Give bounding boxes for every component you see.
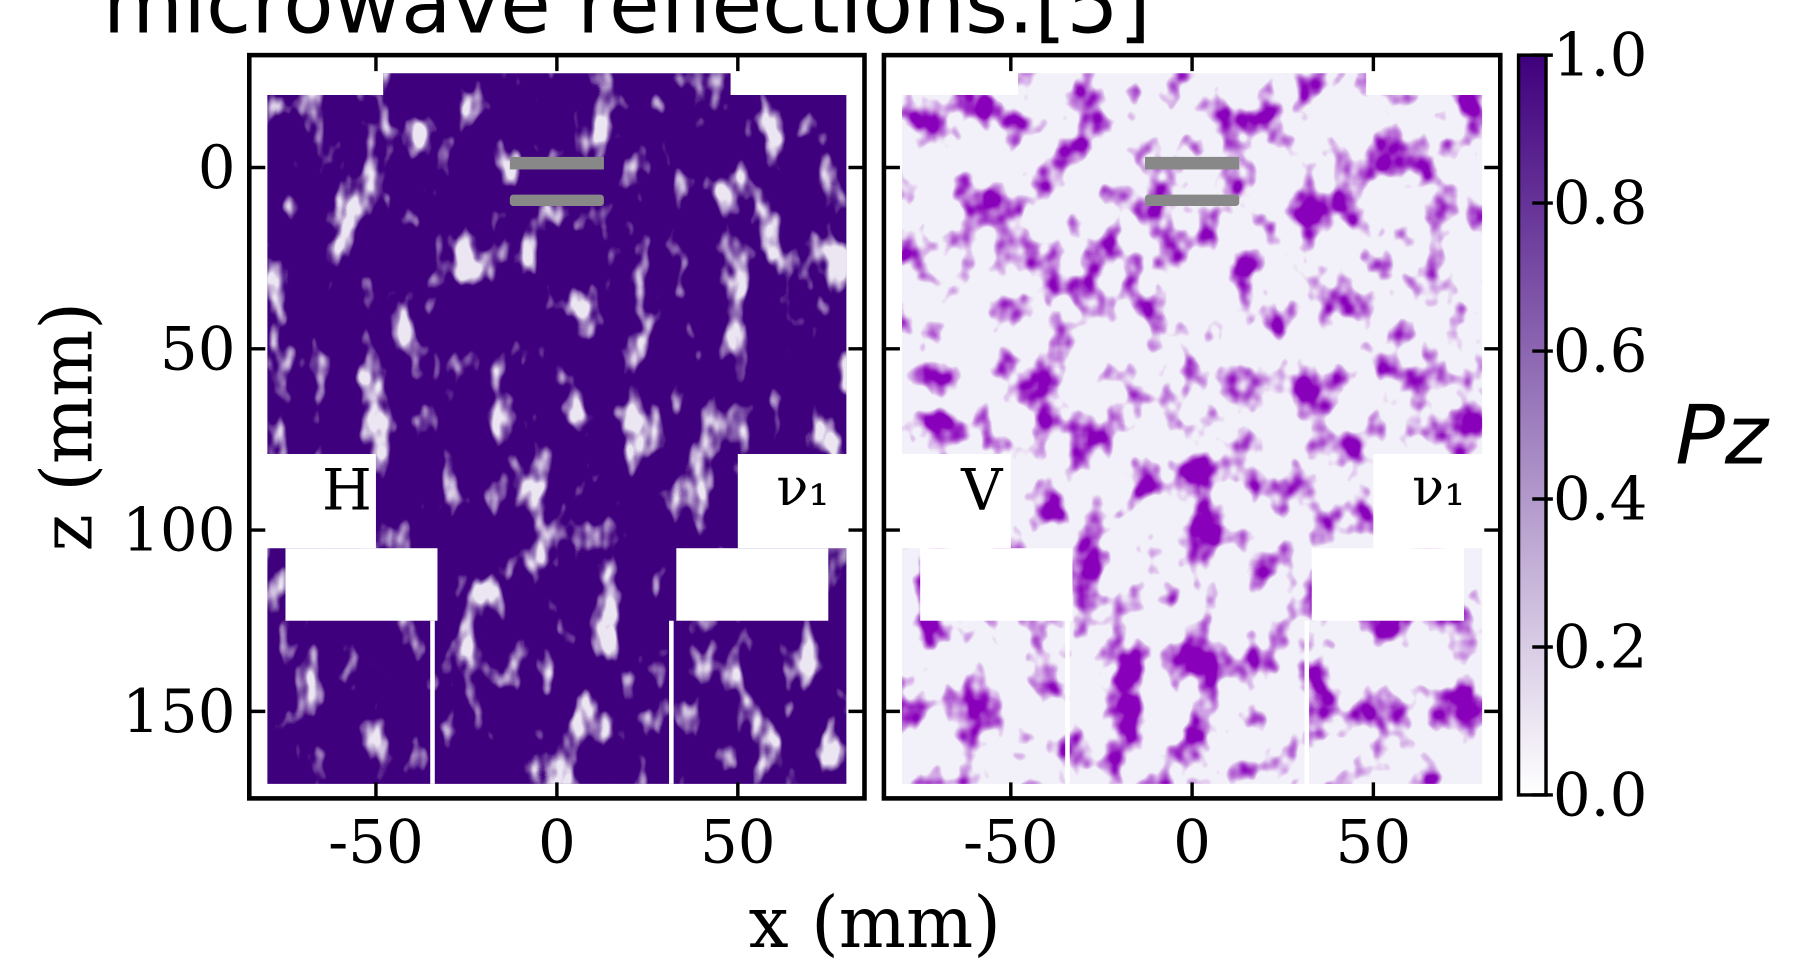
field-texture: [902, 73, 1483, 784]
cutout: [676, 548, 829, 621]
x-tick-label: 50: [700, 808, 776, 877]
cutout: [920, 548, 1073, 621]
mode-label: ν₁: [776, 457, 829, 518]
x-tick-label: -50: [328, 808, 424, 877]
device: [509, 194, 604, 207]
title: microwave reflections.[5]: [103, 0, 1151, 52]
gap: [1065, 620, 1070, 784]
field: [267, 73, 847, 784]
y-axis-label: z (mm): [25, 302, 108, 552]
x-tick-label: 0: [1173, 808, 1211, 877]
device: [1144, 156, 1240, 170]
device: [1144, 194, 1240, 207]
cutout: [1311, 548, 1465, 621]
gap: [430, 620, 435, 784]
colorbar: [1516, 53, 1548, 797]
colorbar-tick-label: 0.8: [1553, 170, 1648, 239]
colorbar-tick-label: 0.0: [1553, 762, 1648, 831]
gap: [669, 620, 674, 784]
field-texture: [267, 73, 847, 784]
x-tick-label: 50: [1336, 808, 1412, 877]
y-tick-label: 50: [160, 315, 236, 384]
field: [902, 73, 1483, 784]
panel-label: H: [322, 457, 372, 523]
x-tick-label: 0: [538, 808, 576, 877]
x-axis-label: x (mm): [749, 881, 1001, 961]
panel-label: V: [960, 457, 1004, 523]
y-tick-label: 100: [122, 497, 235, 566]
mode-label: ν₁: [1412, 457, 1465, 518]
gap: [1304, 620, 1310, 784]
colorbar-tick-label: 0.2: [1553, 614, 1648, 683]
colorbar-tick-label: 0.4: [1553, 466, 1648, 535]
cutout: [285, 548, 438, 621]
colorbar-tick-label: 1.0: [1553, 22, 1648, 91]
device: [509, 156, 604, 170]
colorbar-label: Pz: [1675, 388, 1770, 483]
x-tick-label: -50: [963, 808, 1059, 877]
y-tick-label: 0: [198, 134, 236, 203]
colorbar-tick-label: 0.6: [1553, 318, 1648, 387]
y-tick-label: 150: [122, 678, 235, 747]
